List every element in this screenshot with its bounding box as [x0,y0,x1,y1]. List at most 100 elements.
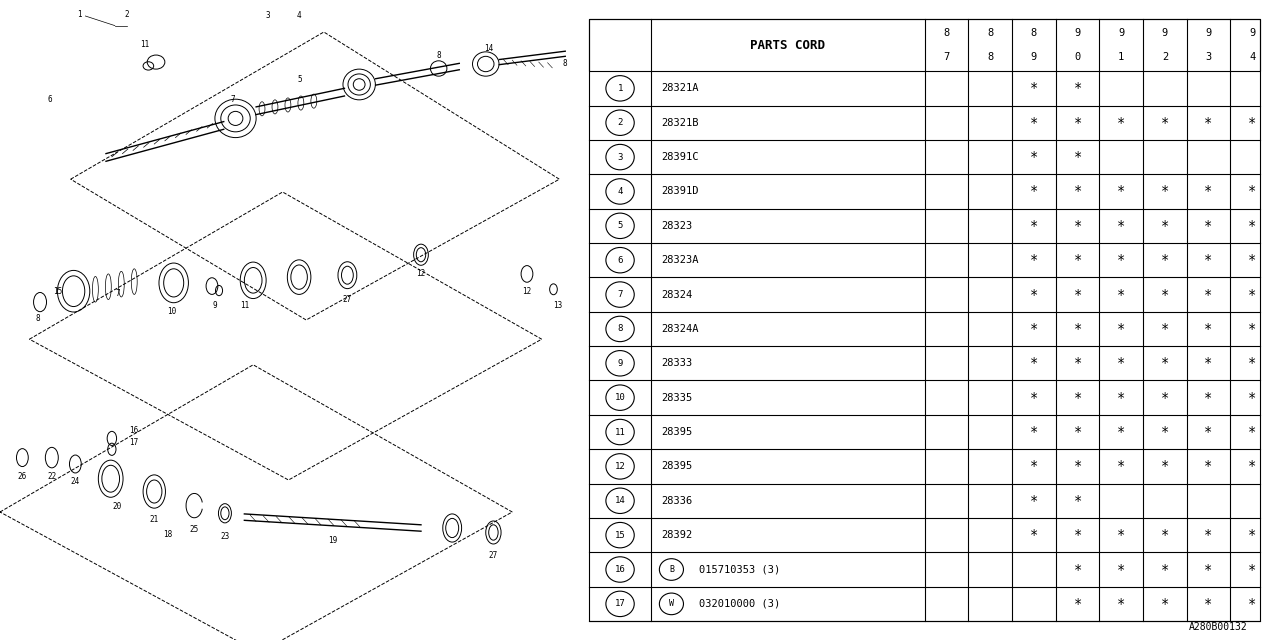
Text: 14: 14 [484,44,493,53]
Text: 28321A: 28321A [662,83,699,93]
Text: 12: 12 [614,462,626,471]
Text: 28392: 28392 [662,530,692,540]
Text: 8: 8 [617,324,623,333]
Text: *: * [1248,563,1257,577]
Text: 8: 8 [1030,28,1037,38]
Text: 27: 27 [343,295,352,304]
Text: *: * [1117,528,1125,542]
Text: 28333: 28333 [662,358,692,368]
Text: *: * [1161,390,1169,404]
Text: *: * [1074,356,1082,371]
Text: 11: 11 [614,428,626,436]
Text: 15: 15 [52,287,63,296]
Text: *: * [1117,219,1125,233]
Text: 28324: 28324 [662,289,692,300]
Text: *: * [1161,528,1169,542]
Text: *: * [1029,150,1038,164]
Text: *: * [1161,219,1169,233]
Text: *: * [1029,253,1038,267]
Text: 2: 2 [1162,52,1169,62]
Text: 20: 20 [111,502,122,511]
Text: *: * [1204,219,1212,233]
Text: W: W [669,600,675,609]
Text: *: * [1204,390,1212,404]
Text: *: * [1161,287,1169,301]
Text: *: * [1204,528,1212,542]
Text: 0: 0 [1074,52,1080,62]
Text: *: * [1074,116,1082,130]
Text: *: * [1117,390,1125,404]
Text: 8: 8 [436,51,442,60]
Text: *: * [1074,322,1082,336]
Text: 26: 26 [18,472,27,481]
Text: *: * [1074,494,1082,508]
Text: *: * [1248,253,1257,267]
Text: *: * [1248,116,1257,130]
Text: *: * [1248,597,1257,611]
Text: 9: 9 [1206,28,1212,38]
Text: *: * [1074,597,1082,611]
Text: 11: 11 [239,301,250,310]
Text: *: * [1204,322,1212,336]
Text: 2: 2 [617,118,623,127]
Text: *: * [1248,460,1257,474]
Text: 28335: 28335 [662,393,692,403]
Text: *: * [1074,81,1082,95]
Text: 25: 25 [189,525,198,534]
Text: 28323A: 28323A [662,255,699,265]
Text: 16: 16 [614,565,626,574]
Text: 7: 7 [943,52,950,62]
Text: 3: 3 [617,152,623,161]
Text: *: * [1029,322,1038,336]
Text: 9: 9 [1119,28,1124,38]
Text: 7: 7 [115,289,120,298]
Text: *: * [1029,390,1038,404]
Text: 8: 8 [987,52,993,62]
Text: 12: 12 [522,287,531,296]
Text: 14: 14 [614,496,626,505]
Text: *: * [1248,390,1257,404]
Text: 28391C: 28391C [662,152,699,162]
Text: *: * [1204,460,1212,474]
Text: *: * [1117,460,1125,474]
Text: *: * [1204,563,1212,577]
Text: *: * [1074,460,1082,474]
Text: *: * [1204,116,1212,130]
Text: 17: 17 [129,438,138,447]
Text: *: * [1161,460,1169,474]
Text: 1: 1 [77,10,82,19]
Text: *: * [1204,253,1212,267]
Text: *: * [1248,219,1257,233]
Text: *: * [1161,563,1169,577]
Text: *: * [1074,253,1082,267]
Text: B: B [669,565,675,574]
Bar [589,19,1261,71]
Text: *: * [1117,184,1125,198]
Text: *: * [1248,356,1257,371]
Text: 10: 10 [168,307,177,316]
Text: *: * [1074,219,1082,233]
Text: 8: 8 [563,60,567,68]
Text: *: * [1074,563,1082,577]
Text: *: * [1248,528,1257,542]
Text: 13: 13 [553,301,563,310]
Text: 28323: 28323 [662,221,692,231]
Text: 28321B: 28321B [662,118,699,128]
Text: *: * [1029,494,1038,508]
Text: 015710353 (3): 015710353 (3) [699,564,780,575]
Text: 4: 4 [1249,52,1256,62]
Text: *: * [1248,184,1257,198]
Text: 9: 9 [1249,28,1256,38]
Text: *: * [1248,425,1257,439]
Text: 9: 9 [617,359,623,368]
Text: *: * [1161,425,1169,439]
Text: 22: 22 [47,472,56,481]
Text: 9: 9 [1074,28,1080,38]
Text: 8: 8 [36,314,41,323]
Text: *: * [1029,81,1038,95]
Text: 15: 15 [614,531,626,540]
Text: 28391D: 28391D [662,186,699,196]
Text: *: * [1074,528,1082,542]
Text: *: * [1074,287,1082,301]
Text: *: * [1204,425,1212,439]
